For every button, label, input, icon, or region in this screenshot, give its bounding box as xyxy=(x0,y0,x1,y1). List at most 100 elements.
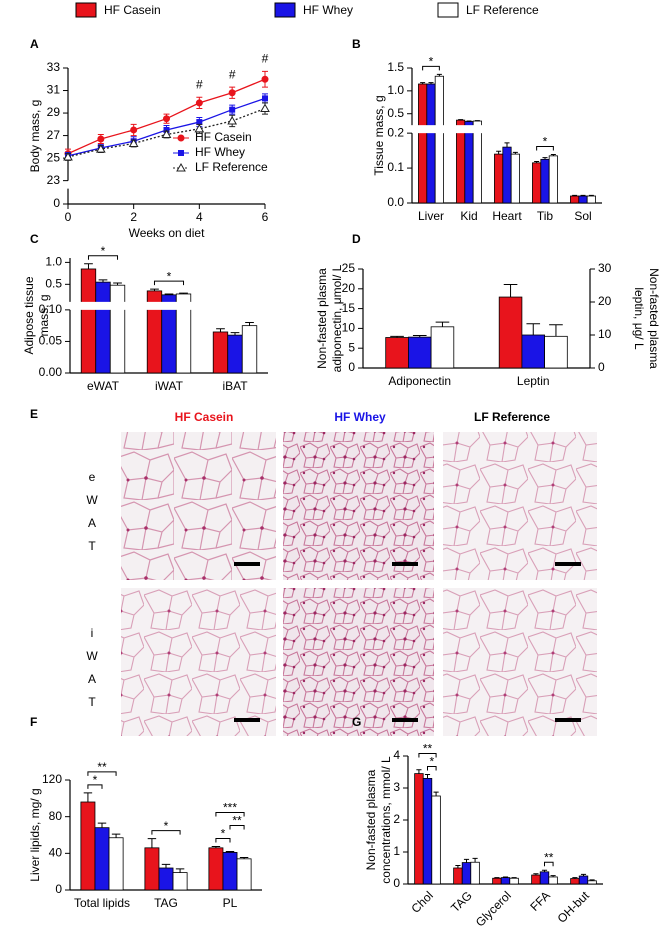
error-bar xyxy=(494,877,500,879)
bar xyxy=(587,880,597,885)
panel-letter: D xyxy=(352,232,361,246)
bar xyxy=(109,284,126,374)
error-bar xyxy=(239,856,249,859)
y-tick-label: 23 xyxy=(47,173,61,187)
significance-bracket xyxy=(544,861,554,867)
bar xyxy=(422,778,433,885)
axis-break xyxy=(413,125,603,134)
marker xyxy=(196,119,203,126)
axis-title: concentrations, mmol/ L xyxy=(379,756,393,884)
bar xyxy=(431,795,441,885)
marker xyxy=(262,95,268,102)
significance-label: ** xyxy=(232,814,242,828)
axis-title: mass, g xyxy=(37,294,51,336)
error-bar xyxy=(502,876,509,878)
row-label: e xyxy=(89,470,96,484)
column-title: HF Whey xyxy=(334,410,386,424)
x-tick-label: 2 xyxy=(130,210,137,224)
image-iwat-lf xyxy=(443,588,597,736)
marker xyxy=(97,135,105,143)
y-tick-label: 31 xyxy=(47,83,61,97)
marker xyxy=(228,89,236,97)
x-tick-label: 0 xyxy=(65,210,72,224)
error-bar xyxy=(580,194,586,197)
axis-title: Non-fasted plasma xyxy=(364,769,378,870)
y-tick-label: 0.00 xyxy=(39,365,63,379)
image-ewat-lf xyxy=(443,432,597,580)
panel-letter: A xyxy=(30,37,39,51)
significance-bracket xyxy=(215,811,245,817)
scale-bar xyxy=(234,718,260,722)
bar xyxy=(494,153,504,204)
error-bar xyxy=(147,838,157,848)
bar xyxy=(461,862,472,885)
error-bar xyxy=(216,328,225,332)
error-bar xyxy=(230,332,240,336)
x-tick-label: Tib xyxy=(537,209,554,223)
bar xyxy=(414,773,424,885)
x-tick-label: 4 xyxy=(196,210,203,224)
bar xyxy=(502,146,512,204)
annotation: # xyxy=(262,52,269,66)
bar xyxy=(430,326,455,369)
y-tick-label: 0.0 xyxy=(387,195,404,209)
y-tick-label: 0.2 xyxy=(387,125,404,139)
y-tick-label: 20 xyxy=(342,281,356,295)
significance-label: * xyxy=(167,269,172,283)
error-bar xyxy=(175,868,185,873)
bar xyxy=(418,83,428,204)
significance-bracket xyxy=(87,255,119,260)
error-bar xyxy=(504,142,510,148)
x-tick-label: eWAT xyxy=(87,379,120,393)
error-bar xyxy=(412,335,427,338)
bar xyxy=(158,867,174,891)
bar xyxy=(578,195,588,204)
y-tick-label: 1.0 xyxy=(387,83,404,97)
y2-tick-label: 10 xyxy=(598,327,612,341)
y2-tick-label: 30 xyxy=(598,261,612,275)
bar xyxy=(521,334,546,369)
x-tick-label: Kid xyxy=(460,209,477,223)
error-bar xyxy=(512,151,518,155)
error-bar xyxy=(416,769,422,774)
column-title: LF Reference xyxy=(474,410,550,424)
panel-letter: G xyxy=(352,715,361,729)
y-tick-label: 120 xyxy=(42,772,62,786)
legend-swatch xyxy=(437,2,459,18)
bar xyxy=(540,158,550,204)
significance-label: * xyxy=(429,755,434,769)
axis-break xyxy=(71,301,269,310)
significance-label: * xyxy=(429,55,434,69)
y2-tick-label: 20 xyxy=(598,294,612,308)
axis-title: Non-fasted plasma xyxy=(647,268,661,369)
scale-bar xyxy=(392,718,418,722)
image-ewat-casein xyxy=(121,432,276,580)
error-bar xyxy=(533,873,539,876)
bar xyxy=(108,837,124,891)
y-tick-label: 1 xyxy=(393,844,400,858)
y-tick-label: 1.0 xyxy=(45,255,62,269)
row-label: i xyxy=(91,626,94,640)
significance-bracket xyxy=(427,766,437,771)
x-tick-label: TAG xyxy=(448,888,475,915)
legend-marker xyxy=(176,162,186,172)
error-bar xyxy=(179,292,188,294)
x-tick-label: Heart xyxy=(492,209,522,223)
bar xyxy=(80,801,96,891)
bar xyxy=(531,874,541,885)
y-tick-label: 0 xyxy=(53,196,60,210)
axis-title: Tissue mass, g xyxy=(372,95,386,175)
bar xyxy=(500,877,511,885)
row-label: W xyxy=(86,493,98,507)
bar xyxy=(222,852,238,891)
bar xyxy=(241,325,258,374)
legend-label: HF Casein xyxy=(104,3,161,17)
scale-bar xyxy=(234,562,260,566)
legend-label: HF Whey xyxy=(195,145,245,159)
significance-label: ** xyxy=(423,742,433,756)
y-tick-label: 33 xyxy=(47,60,61,74)
y-tick-label: 2 xyxy=(393,812,400,826)
significance-label: * xyxy=(164,819,169,833)
bar xyxy=(94,827,110,891)
scale-bar xyxy=(392,562,418,566)
